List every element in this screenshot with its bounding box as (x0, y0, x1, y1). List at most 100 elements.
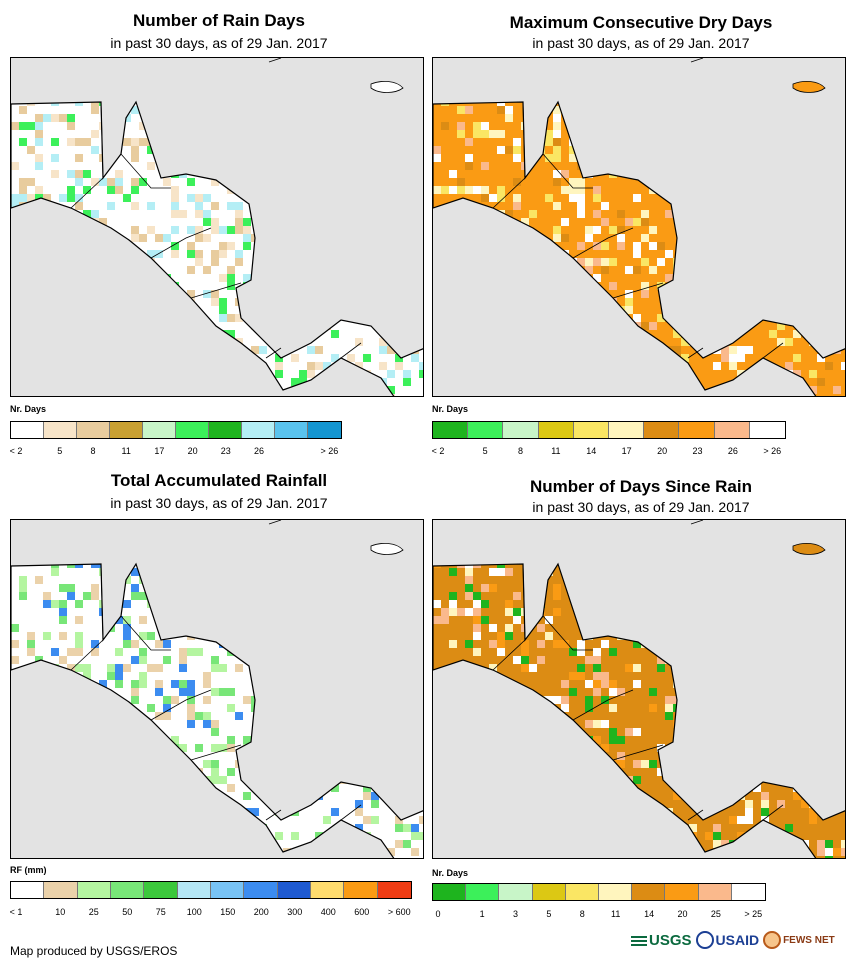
land-area (11, 564, 423, 858)
coastline (11, 100, 423, 396)
island (690, 58, 826, 93)
legend-tick-label: 200 (253, 907, 269, 917)
legend-label: Nr. Days (432, 404, 469, 414)
legend-swatch (11, 882, 45, 898)
island (268, 58, 404, 93)
legend-label: RF (mm) (10, 865, 47, 875)
legend-tick-label: 100 (186, 907, 202, 917)
usaid-seal-icon (695, 931, 714, 949)
legend-tick-label: 20 (657, 446, 668, 456)
legend-tick-label: 3 (512, 909, 519, 919)
legend-tick-label: 75 (155, 907, 166, 917)
coastline (433, 100, 845, 396)
legend-swatch (177, 882, 211, 898)
panel-title: Total Accumulated Rainfall (110, 471, 328, 490)
legend-swatch (714, 422, 750, 438)
legend-swatch (698, 884, 732, 900)
map-days-since-rain (432, 519, 846, 859)
panel-subtitle: in past 30 days, as of 29 Jan. 2017 (110, 35, 328, 51)
legend-tick-label: 23 (220, 446, 231, 456)
legend-tick-label: 8 (90, 446, 96, 456)
legend-label: Nr. Days (10, 404, 47, 414)
legend-ticks: 0 1 3 5 8 11 14 20 25 > 25 (432, 909, 766, 921)
country-borders (70, 101, 362, 359)
usgs-logo-text: USGS (649, 931, 692, 949)
legend-swatch (77, 422, 110, 438)
legend-tick-label: 600 (354, 907, 370, 917)
legend-bar (432, 883, 766, 901)
map-credit: Map produced by USGS/EROS (10, 944, 178, 958)
map-rain-days (10, 57, 424, 397)
legend-tick-label: 11 (551, 446, 561, 456)
legend-label: Nr. Days (432, 868, 469, 878)
coastline (433, 562, 845, 858)
legend-swatch (565, 884, 599, 900)
fews-net-logo: FEWS NET (763, 931, 835, 949)
panel-title: Number of Rain Days (133, 11, 305, 30)
legend-swatch (310, 882, 345, 898)
legend-ticks: < 2 5 8 11 17 20 23 26 > 26 (10, 446, 342, 458)
legend-ticks: < 2 5 8 11 14 17 20 23 26 > 26 (432, 446, 786, 458)
legend-swatch (632, 884, 666, 900)
country-borders (492, 101, 784, 359)
legend-tick-label: 0 (435, 909, 441, 919)
legend-tick-label: 11 (121, 446, 131, 456)
legend-swatch (77, 882, 111, 898)
legend-swatch (44, 422, 77, 438)
legend-swatch (598, 884, 633, 900)
legend-swatch (144, 882, 178, 898)
legend-swatch (503, 422, 539, 438)
legend-swatch (665, 884, 699, 900)
legend-tick-label: > 26 (763, 446, 782, 456)
fews-net-seal-icon (763, 931, 782, 949)
legend-swatch (344, 882, 378, 898)
legend-swatch (433, 422, 469, 438)
legend-tick-label: 8 (517, 446, 524, 456)
legend-tick-label: 1 (479, 909, 485, 919)
legend-tick-label: < 2 (9, 446, 23, 456)
legend-swatch (749, 422, 785, 438)
land-area (433, 564, 845, 858)
legend-swatch (532, 884, 566, 900)
legend-tick-label: 400 (320, 907, 336, 917)
legend-tick-label: 26 (253, 446, 265, 456)
legend-swatch (143, 422, 176, 438)
legend-tick-label: 20 (187, 446, 198, 456)
agency-logos: USGS USAID FEWS NET (631, 931, 835, 949)
legend-bar (432, 421, 786, 439)
legend-tick-label: 5 (57, 446, 63, 456)
panel-subtitle: in past 30 days, as of 29 Jan. 2017 (532, 499, 750, 515)
country-borders (70, 563, 362, 821)
legend-tick-label: 25 (710, 909, 721, 919)
legend-tick-label: 150 (220, 907, 236, 917)
map-svg (433, 58, 845, 396)
map-svg (433, 520, 845, 858)
legend-swatch (644, 422, 680, 438)
legend-swatch (275, 422, 308, 438)
legend-tick-label: > 600 (387, 907, 411, 917)
legend-tick-label: 26 (727, 446, 738, 456)
legend-swatch (44, 882, 78, 898)
legend-bar (10, 421, 342, 439)
legend-swatch (377, 882, 411, 898)
legend-swatch (176, 422, 209, 438)
legend-swatch (308, 422, 341, 438)
legend-swatch (466, 884, 500, 900)
legend-tick-label: 20 (677, 909, 688, 919)
legend-swatch (679, 422, 715, 438)
legend-tick-label: 8 (579, 909, 585, 919)
legend-swatch (731, 884, 765, 900)
country-borders (492, 563, 784, 821)
coastline (11, 562, 423, 858)
legend-tick-label: 11 (611, 909, 621, 919)
legend-tick-label: 10 (55, 907, 66, 917)
legend-tick-label: 23 (692, 446, 703, 456)
island (268, 520, 404, 555)
legend-swatch (277, 882, 311, 898)
usaid-logo-text: USAID (715, 932, 760, 948)
panel-title: Maximum Consecutive Dry Days (509, 13, 773, 32)
map-max-dry-days (432, 57, 846, 397)
legend-tick-label: > 25 (744, 909, 763, 919)
legend-bar (10, 881, 412, 899)
panel-subtitle: in past 30 days, as of 29 Jan. 2017 (110, 495, 328, 511)
